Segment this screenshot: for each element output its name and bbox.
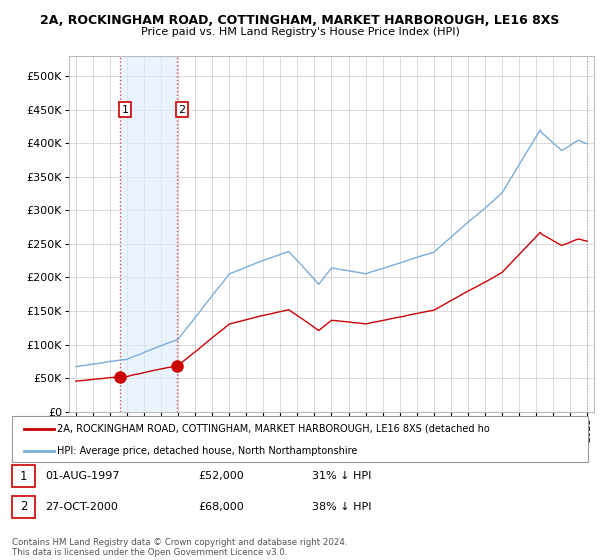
Text: 01-AUG-1997: 01-AUG-1997 [45, 471, 119, 481]
Text: 38% ↓ HPI: 38% ↓ HPI [312, 502, 371, 512]
Text: 1: 1 [122, 105, 128, 115]
Bar [120, 56, 176, 412]
Text: £68,000: £68,000 [198, 502, 244, 512]
Text: 2A, ROCKINGHAM ROAD, COTTINGHAM, MARKET HARBOROUGH, LE16 8XS: 2A, ROCKINGHAM ROAD, COTTINGHAM, MARKET … [40, 14, 560, 27]
Text: 2: 2 [20, 500, 27, 514]
Text: 2A, ROCKINGHAM ROAD, COTTINGHAM, MARKET HARBOROUGH, LE16 8XS (detached ho: 2A, ROCKINGHAM ROAD, COTTINGHAM, MARKET … [57, 424, 490, 434]
Text: Contains HM Land Registry data © Crown copyright and database right 2024.
This d: Contains HM Land Registry data © Crown c… [12, 538, 347, 557]
Text: HPI: Average price, detached house, North Northamptonshire: HPI: Average price, detached house, Nort… [57, 446, 358, 455]
Text: 27-OCT-2000: 27-OCT-2000 [45, 502, 118, 512]
Text: Price paid vs. HM Land Registry's House Price Index (HPI): Price paid vs. HM Land Registry's House … [140, 27, 460, 37]
Text: 2: 2 [178, 105, 185, 115]
Text: £52,000: £52,000 [198, 471, 244, 481]
Text: 31% ↓ HPI: 31% ↓ HPI [312, 471, 371, 481]
Text: 1: 1 [20, 469, 27, 483]
